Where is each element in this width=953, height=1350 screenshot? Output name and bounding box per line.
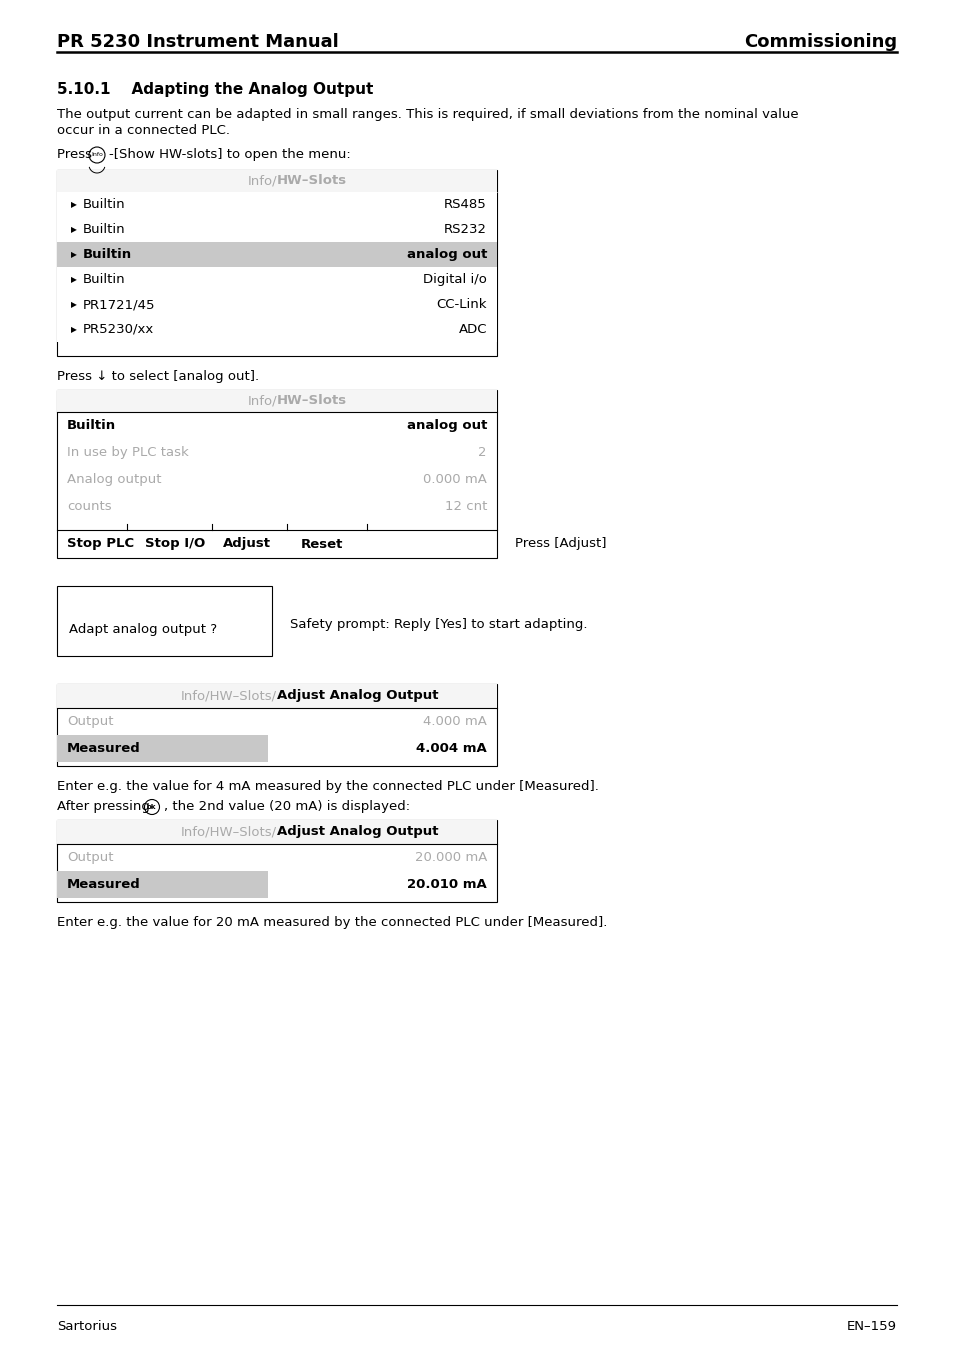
Text: Info/: Info/ [247,394,276,408]
Text: Sartorius: Sartorius [57,1320,117,1332]
Bar [57,267,497,292]
Bar [57,390,497,412]
Text: Info/: Info/ [247,174,276,188]
Text: RS232: RS232 [443,223,486,236]
Text: Measured: Measured [67,878,141,891]
Text: The output current can be adapted in small ranges. This is required, if small de: The output current can be adapted in sma… [57,108,798,122]
Bar [57,217,497,242]
Bar [57,684,497,707]
Text: Stop PLC: Stop PLC [67,537,134,551]
Text: analog out: analog out [406,248,486,261]
Text: Commissioning: Commissioning [743,32,896,51]
Text: Enter e.g. the value for 20 mA measured by the connected PLC under [Measured].: Enter e.g. the value for 20 mA measured … [57,917,607,929]
Text: Builtin: Builtin [67,418,116,432]
Text: EN–159: EN–159 [846,1320,896,1332]
Text: PR1721/45: PR1721/45 [83,298,155,311]
Text: RS485: RS485 [444,198,486,211]
Text: ▶: ▶ [71,300,77,309]
Text: Stop I/O: Stop I/O [145,537,205,551]
Bar [57,871,268,898]
Bar [57,586,272,656]
Text: Output: Output [67,850,113,864]
Text: Builtin: Builtin [83,248,132,261]
Text: -[Show HW-slots] to open the menu:: -[Show HW-slots] to open the menu: [109,148,351,161]
Text: 4.000 mA: 4.000 mA [423,716,486,728]
Text: PR 5230 Instrument Manual: PR 5230 Instrument Manual [57,32,338,51]
Text: Press [Adjust]: Press [Adjust] [515,537,606,551]
Bar [57,819,497,902]
Text: HW–Slots: HW–Slots [276,174,347,188]
Text: 2: 2 [478,446,486,459]
Bar [57,170,497,192]
Text: Press ↓ to select [analog out].: Press ↓ to select [analog out]. [57,370,259,383]
Text: ADC: ADC [458,323,486,336]
Bar [57,684,497,765]
Text: Adapt analog output ?: Adapt analog output ? [69,622,217,636]
Text: Digital i/o: Digital i/o [423,273,486,286]
Text: Press: Press [57,148,96,161]
Text: Measured: Measured [67,743,141,755]
Text: 0.000 mA: 0.000 mA [423,472,486,486]
Text: PR5230/xx: PR5230/xx [83,323,154,336]
Text: analog out: analog out [406,418,486,432]
Text: CC-Link: CC-Link [436,298,486,311]
Text: Adjust Analog Output: Adjust Analog Output [276,690,438,702]
Bar [57,317,497,342]
Text: ▶: ▶ [71,200,77,209]
Text: Info/HW–Slots/: Info/HW–Slots/ [181,690,276,702]
Text: 20.000 mA: 20.000 mA [415,850,486,864]
Bar [57,734,268,761]
Text: , the 2nd value (20 mA) is displayed:: , the 2nd value (20 mA) is displayed: [164,801,410,813]
Text: ▶: ▶ [71,275,77,284]
Text: Builtin: Builtin [83,198,126,211]
Text: ▶: ▶ [71,250,77,259]
Text: Adjust Analog Output: Adjust Analog Output [276,825,438,838]
Bar [57,292,497,317]
Text: Info: Info [91,153,103,158]
Bar [57,242,497,267]
Bar [57,819,497,844]
Bar [57,192,497,217]
Text: 12 cnt: 12 cnt [444,500,486,513]
Text: ▶: ▶ [71,225,77,234]
Text: ▶: ▶ [71,325,77,333]
Text: 4.004 mA: 4.004 mA [416,743,486,755]
Bar [57,390,497,558]
Text: counts: counts [67,500,112,513]
Bar [57,170,497,356]
Text: Enter e.g. the value for 4 mA measured by the connected PLC under [Measured].: Enter e.g. the value for 4 mA measured b… [57,780,598,792]
Text: Builtin: Builtin [83,223,126,236]
Text: Info/HW–Slots/: Info/HW–Slots/ [181,825,276,838]
Text: 5.10.1    Adapting the Analog Output: 5.10.1 Adapting the Analog Output [57,82,373,97]
Text: Output: Output [67,716,113,728]
Text: After pressing: After pressing [57,801,154,813]
Text: occur in a connected PLC.: occur in a connected PLC. [57,124,230,136]
Text: Adjust: Adjust [223,537,271,551]
Text: 20.010 mA: 20.010 mA [407,878,486,891]
Text: In use by PLC task: In use by PLC task [67,446,189,459]
Text: HW–Slots: HW–Slots [276,394,347,408]
Text: ok: ok [147,805,156,810]
Text: Reset: Reset [301,537,343,551]
Text: Builtin: Builtin [83,273,126,286]
Text: Safety prompt: Reply [Yes] to start adapting.: Safety prompt: Reply [Yes] to start adap… [290,618,587,630]
Text: Analog output: Analog output [67,472,161,486]
